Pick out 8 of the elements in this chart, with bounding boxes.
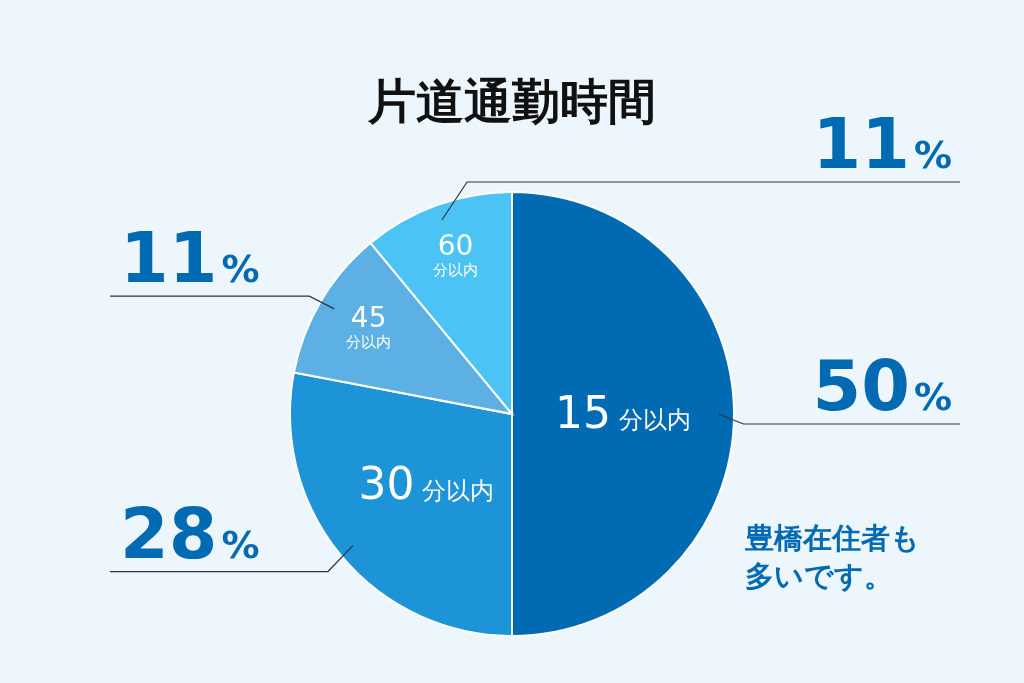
data-label: 11%: [120, 217, 260, 300]
data-label: 11%: [812, 103, 952, 185]
slice-label: 45分以内: [346, 301, 392, 352]
text: 豊橋在住者も多いです。: [744, 521, 920, 593]
slice-label: 60分以内: [433, 229, 479, 280]
data-label: 28%: [120, 492, 260, 575]
chart-title: 片道通勤時間: [367, 73, 656, 129]
data-label: 50%: [812, 345, 952, 427]
